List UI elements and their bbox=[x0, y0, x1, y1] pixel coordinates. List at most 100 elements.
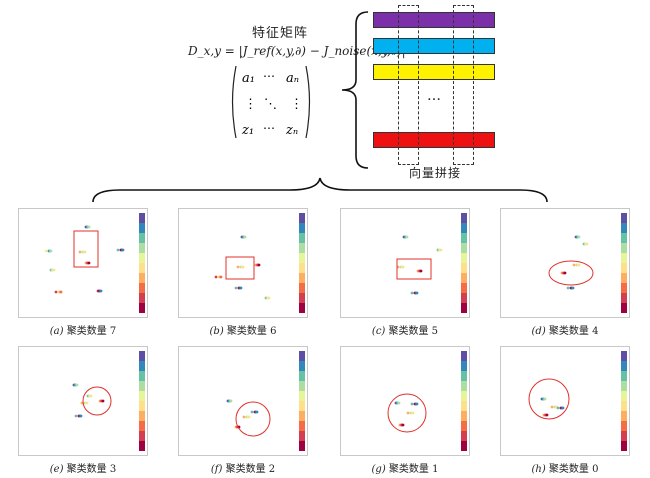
vector-bar-red bbox=[373, 132, 495, 148]
scatter-point bbox=[439, 248, 443, 252]
scatter-point bbox=[577, 263, 581, 267]
scatter-point bbox=[550, 405, 554, 409]
panel-label: (e) bbox=[49, 464, 64, 475]
scatter-plot bbox=[387, 351, 467, 451]
colorbar-segment bbox=[299, 263, 305, 273]
colorbar-segment bbox=[461, 293, 467, 303]
cluster-panel-b bbox=[178, 208, 308, 318]
scatter-point bbox=[410, 402, 414, 406]
colorbar-segment bbox=[621, 391, 627, 401]
colorbar-segment bbox=[299, 213, 305, 223]
panel-caption-text: 聚类数量 7 bbox=[63, 326, 117, 337]
scatter-point bbox=[229, 399, 233, 403]
colorbar-segment bbox=[139, 223, 145, 233]
scatter-point bbox=[419, 269, 423, 273]
colorbar-segment bbox=[461, 233, 467, 243]
scatter-point bbox=[247, 415, 251, 419]
panel-caption-b: (b) 聚类数量 6 bbox=[163, 322, 323, 337]
colorbar-segment bbox=[461, 243, 467, 253]
scatter-plot bbox=[396, 213, 467, 313]
colorbar-segment bbox=[621, 233, 627, 243]
colorbar-segment bbox=[621, 401, 627, 411]
colorbar-segment bbox=[299, 421, 305, 431]
dashed-column-left bbox=[398, 5, 419, 165]
colorbar-segment bbox=[461, 223, 467, 233]
colorbar-segment bbox=[299, 411, 305, 421]
scatter-point bbox=[585, 242, 589, 246]
scatter-point bbox=[75, 383, 79, 387]
panel-caption-f: (f) 聚类数量 2 bbox=[163, 460, 323, 475]
scatter-point bbox=[49, 249, 53, 253]
cluster-panel-g bbox=[340, 346, 470, 456]
colorbar-segment bbox=[139, 401, 145, 411]
scatter-point bbox=[89, 394, 93, 398]
colorbar-segment bbox=[299, 283, 305, 293]
scatter-point bbox=[561, 406, 565, 410]
panel-caption-h: (h) 聚类数量 0 bbox=[485, 460, 645, 475]
colorbar-segment bbox=[299, 361, 305, 371]
colorbar-segment bbox=[139, 441, 145, 451]
vector-bar-yellow bbox=[373, 64, 495, 80]
vector-ellipsis: … bbox=[427, 88, 442, 104]
colorbar-segment bbox=[299, 431, 305, 441]
scatter-point bbox=[241, 265, 245, 269]
colorbar-segment bbox=[139, 273, 145, 283]
colorbar-segment bbox=[139, 283, 145, 293]
panel-label: (b) bbox=[209, 326, 224, 337]
panel-caption-d: (d) 聚类数量 4 bbox=[485, 322, 645, 337]
scatter-plot bbox=[548, 213, 627, 313]
highlight-marker bbox=[73, 230, 99, 268]
colorbar-segment bbox=[299, 303, 305, 313]
panel-label: (a) bbox=[49, 326, 64, 337]
highlight-marker bbox=[396, 258, 432, 280]
vector-bar-purple bbox=[373, 12, 495, 28]
colorbar-segment bbox=[139, 243, 145, 253]
colorbar-segment bbox=[461, 273, 467, 283]
scatter-point bbox=[397, 401, 401, 405]
scatter-point bbox=[116, 248, 120, 252]
colorbar-segment bbox=[299, 351, 305, 361]
scatter-point bbox=[566, 286, 570, 290]
colorbar-segment bbox=[299, 273, 305, 283]
scatter-plot bbox=[44, 213, 145, 313]
colorbar-segment bbox=[139, 411, 145, 421]
scatter-point bbox=[83, 250, 87, 254]
matrix-cell-an: aₙ bbox=[286, 71, 299, 86]
cluster-panel-d bbox=[500, 208, 630, 318]
vector-concat-label: 向量拼接 bbox=[409, 166, 462, 180]
colorbar-segment bbox=[299, 253, 305, 263]
scatter-point bbox=[101, 399, 105, 403]
colorbar-segment bbox=[621, 371, 627, 381]
scatter-point bbox=[87, 225, 91, 229]
colorbar-segment bbox=[299, 441, 305, 451]
colorbar-segment bbox=[299, 293, 305, 303]
scatter-point bbox=[52, 268, 56, 272]
scatter-plot bbox=[528, 351, 627, 451]
highlight-marker bbox=[225, 256, 255, 280]
scatter-point bbox=[85, 401, 89, 405]
scatter-point bbox=[99, 289, 103, 293]
panel-caption-text: 聚类数量 6 bbox=[223, 326, 277, 337]
colorbar-segment bbox=[461, 401, 467, 411]
scatter-point bbox=[257, 263, 261, 267]
highlight-marker bbox=[528, 378, 570, 420]
panel-caption-c: (c) 聚类数量 5 bbox=[325, 322, 485, 337]
panel-caption-text: 聚类数量 5 bbox=[385, 326, 439, 337]
colorbar-segment bbox=[621, 431, 627, 441]
colorbar-segment bbox=[139, 381, 145, 391]
colorbar-segment bbox=[621, 263, 627, 273]
scatter-point bbox=[563, 271, 567, 275]
scatter-point bbox=[577, 235, 581, 239]
colorbar-segment bbox=[299, 233, 305, 243]
cluster-panel-h bbox=[500, 346, 630, 456]
scatter-point bbox=[556, 406, 560, 410]
colorbar-segment bbox=[621, 421, 627, 431]
highlight-marker bbox=[235, 401, 271, 437]
scatter-point bbox=[411, 411, 415, 415]
scatter-point bbox=[219, 275, 223, 279]
scatter-point bbox=[44, 249, 48, 253]
scatter-point bbox=[87, 261, 91, 265]
feature-matrix: a₁ ⋯ aₙ ⋮ ⋱ ⋮ z₁ ⋯ zₙ bbox=[231, 65, 311, 139]
colorbar-segment bbox=[139, 371, 145, 381]
scatter-plot bbox=[72, 351, 145, 451]
